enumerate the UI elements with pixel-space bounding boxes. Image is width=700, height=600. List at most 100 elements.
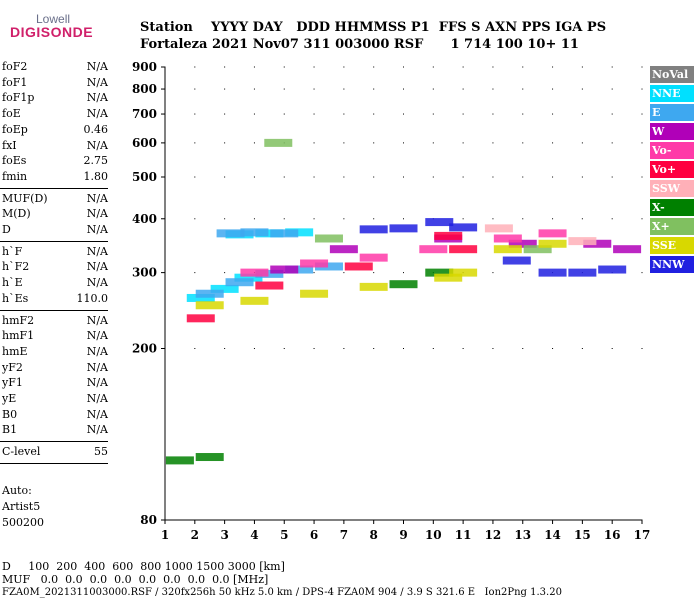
grid-dot bbox=[462, 66, 464, 68]
data-point-x- bbox=[195, 453, 224, 462]
data-point-nne bbox=[210, 284, 239, 293]
distance-row: D 100 200 400 600 800 1000 1500 3000 [km… bbox=[2, 560, 285, 573]
data-point-nnw bbox=[538, 268, 567, 277]
x-tick-label: 11 bbox=[455, 528, 472, 542]
grid-dot bbox=[522, 272, 524, 274]
grid-dot bbox=[432, 88, 434, 90]
data-point-e bbox=[195, 289, 224, 298]
data-point-sse bbox=[449, 268, 478, 277]
grid-dot bbox=[373, 142, 375, 144]
data-point-x- bbox=[165, 456, 194, 465]
param-name: fxI bbox=[2, 138, 17, 152]
legend-item-x-: X- bbox=[650, 199, 694, 216]
header-columns: Station YYYY DAY DDD HHMMSS P1 FFS S AXN… bbox=[140, 20, 607, 35]
param-yf1: yF1 N/A bbox=[2, 376, 108, 390]
y-tick-label: 300 bbox=[132, 266, 157, 280]
data-point-sse bbox=[240, 296, 269, 305]
grid-dot bbox=[373, 176, 375, 178]
param-name: foF2 bbox=[2, 60, 28, 73]
grid-dot bbox=[283, 348, 285, 350]
param-name: C-level bbox=[2, 445, 41, 459]
grid-dot bbox=[462, 142, 464, 144]
x-tick-label: 10 bbox=[425, 528, 442, 542]
param-b1: B1 N/A bbox=[2, 423, 108, 437]
param-name: h`F bbox=[2, 244, 23, 258]
grid-dot bbox=[283, 176, 285, 178]
grid-dot bbox=[194, 176, 196, 178]
param-value: N/A bbox=[86, 360, 108, 374]
legend-item-x-: X+ bbox=[650, 218, 694, 235]
param-name: foE bbox=[2, 107, 21, 121]
legend-item-nne: NNE bbox=[650, 85, 694, 102]
param-value: N/A bbox=[86, 423, 108, 437]
grid-dot bbox=[343, 88, 345, 90]
grid-dot bbox=[492, 176, 494, 178]
grid-dot bbox=[641, 218, 643, 220]
grid-dot bbox=[283, 88, 285, 90]
grid-dot bbox=[373, 113, 375, 115]
param-value: N/A bbox=[86, 191, 108, 205]
param-foep: foEp 0.46 bbox=[2, 123, 108, 137]
param-name: foF1p bbox=[2, 91, 35, 105]
grid-dot bbox=[522, 218, 524, 220]
x-tick-label: 12 bbox=[485, 528, 502, 542]
grid-dot bbox=[492, 272, 494, 274]
grid-dot bbox=[313, 348, 315, 350]
grid-dot bbox=[194, 113, 196, 115]
header-values: Fortaleza 2021 Nov07 311 003000 RSF 1 71… bbox=[140, 37, 579, 52]
grid-dot bbox=[253, 142, 255, 144]
grid-dot bbox=[224, 142, 226, 144]
grid-dot bbox=[194, 348, 196, 350]
data-point-vo- bbox=[359, 253, 388, 262]
x-tick-label: 4 bbox=[250, 528, 258, 542]
grid-dot bbox=[581, 88, 583, 90]
grid-dot bbox=[343, 218, 345, 220]
param-value: 55 bbox=[94, 445, 108, 459]
grid-dot bbox=[641, 142, 643, 144]
param-value: N/A bbox=[86, 276, 108, 290]
grid-dot bbox=[492, 142, 494, 144]
grid-dot bbox=[492, 113, 494, 115]
param-yf2: yF2 N/A bbox=[2, 361, 108, 375]
autoscaling-note: Auto: bbox=[2, 484, 32, 497]
grid-dot bbox=[462, 176, 464, 178]
grid-dot bbox=[224, 272, 226, 274]
grid-dot bbox=[313, 88, 315, 90]
param-value: N/A bbox=[86, 407, 108, 421]
grid-dot bbox=[343, 142, 345, 144]
grid-dot bbox=[343, 272, 345, 274]
grid-dot bbox=[343, 348, 345, 350]
data-point-sse bbox=[300, 289, 329, 298]
grid-dot bbox=[552, 218, 554, 220]
data-point-x- bbox=[264, 138, 293, 147]
y-tick-label: 200 bbox=[132, 342, 157, 356]
param-name: hmF2 bbox=[2, 313, 35, 327]
legend-item-sse: SSE bbox=[650, 237, 694, 254]
data-point-e bbox=[285, 265, 314, 274]
grid-dot bbox=[403, 66, 404, 68]
data-point-vo- bbox=[449, 245, 478, 254]
param-name: foEp bbox=[2, 122, 28, 136]
grid-dot bbox=[403, 176, 404, 178]
grid-dot bbox=[641, 88, 643, 90]
grid-dot bbox=[581, 348, 583, 350]
param-name: hmF1 bbox=[2, 329, 35, 343]
x-tick-label: 15 bbox=[574, 528, 591, 542]
grid-dot bbox=[552, 176, 554, 178]
param-fof1p: foF1p N/A bbox=[2, 91, 108, 105]
legend-item-nnw: NNW bbox=[650, 256, 694, 273]
grid-dot bbox=[581, 142, 583, 144]
grid-dot bbox=[313, 66, 315, 68]
param-h-f2: h`F2 N/A bbox=[2, 260, 108, 274]
separator bbox=[0, 462, 108, 464]
data-point-x- bbox=[314, 234, 343, 243]
param-value: 1.80 bbox=[83, 169, 109, 183]
grid-dot bbox=[403, 348, 404, 350]
param-name: B1 bbox=[2, 423, 18, 437]
param-value: N/A bbox=[86, 60, 108, 73]
data-point-w bbox=[613, 245, 642, 254]
grid-dot bbox=[641, 348, 643, 350]
param-name: h`Es bbox=[2, 291, 29, 305]
grid-dot bbox=[283, 113, 285, 115]
logo-digisonde: DIGISONDE bbox=[10, 24, 94, 40]
